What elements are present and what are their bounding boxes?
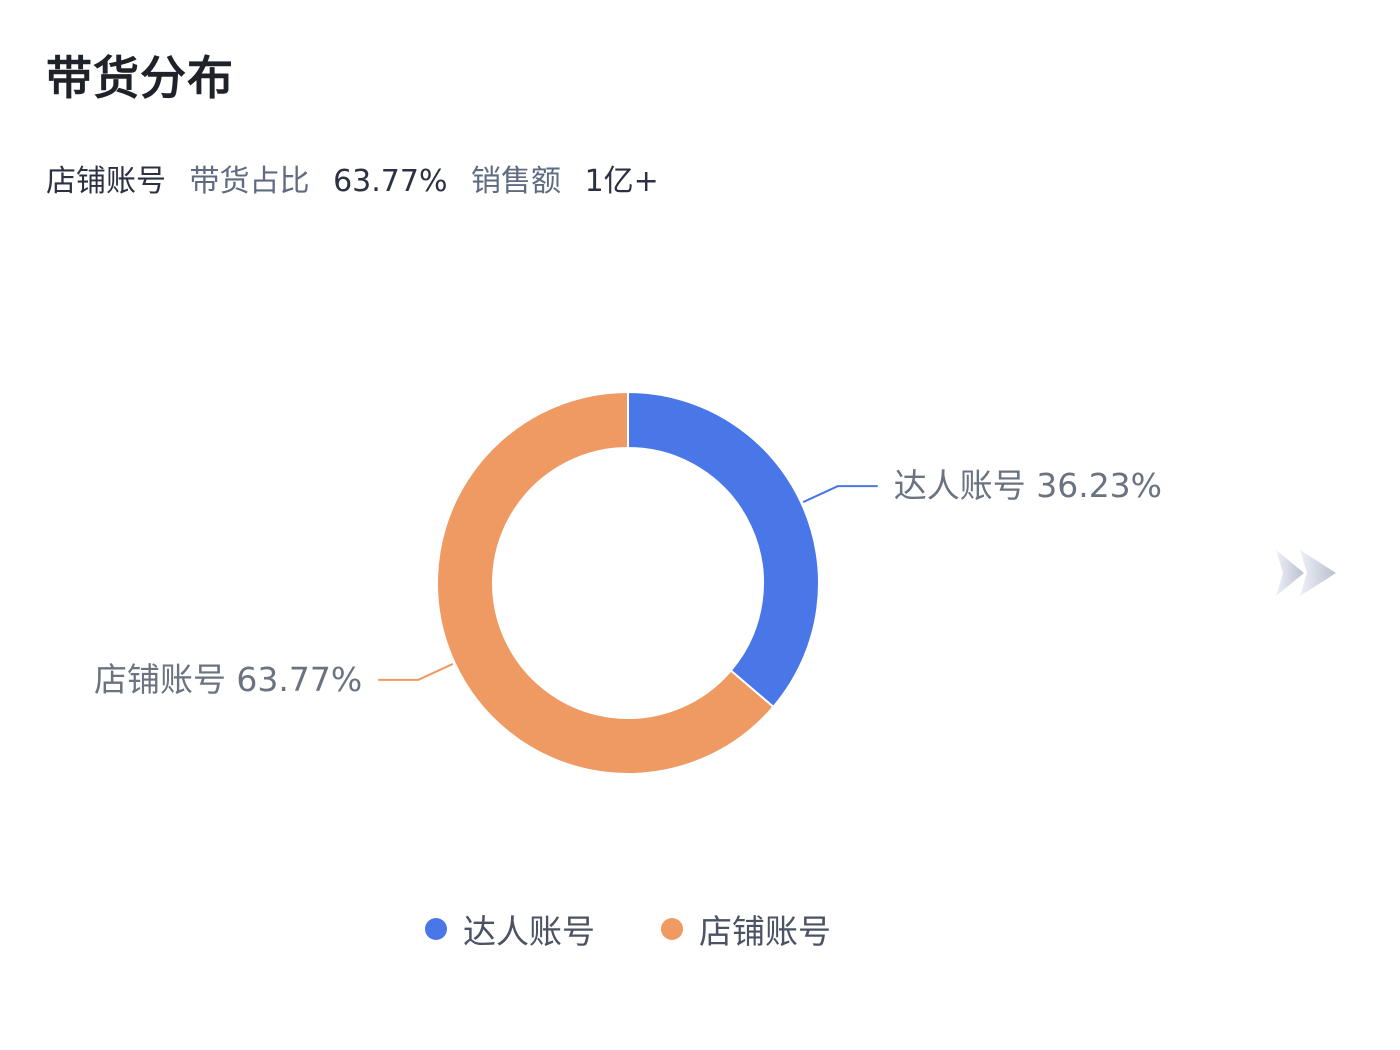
legend-dot-1 [661,918,683,940]
summary-sales-label: 销售额 [471,164,562,199]
legend-item-1[interactable]: 店铺账号 [661,905,831,953]
slice-label-1: 店铺账号 63.77% [94,660,362,699]
slice-label-0: 达人账号 36.23% [894,466,1162,505]
summary-line: 店铺账号 带货占比 63.77% 销售额 1亿+ [46,160,673,204]
chart-legend: 达人账号 店铺账号 [0,905,1256,953]
leader-line-1 [378,663,454,681]
summary-share-value: 63.77% [333,164,448,199]
double-chevron-right-icon[interactable] [1274,548,1338,598]
page-title: 带货分布 [46,51,234,105]
legend-item-0[interactable]: 达人账号 [425,905,595,953]
summary-sales-value: 1亿+ [584,164,659,199]
donut-slice-0[interactable] [627,390,820,709]
leader-line-0 [802,485,878,503]
summary-share-label: 带货占比 [189,164,310,199]
legend-label-1: 店铺账号 [699,912,831,951]
summary-account: 店铺账号 [46,164,166,199]
donut-slice-1[interactable] [436,390,775,775]
legend-label-0: 达人账号 [463,912,595,951]
legend-dot-0 [425,918,447,940]
